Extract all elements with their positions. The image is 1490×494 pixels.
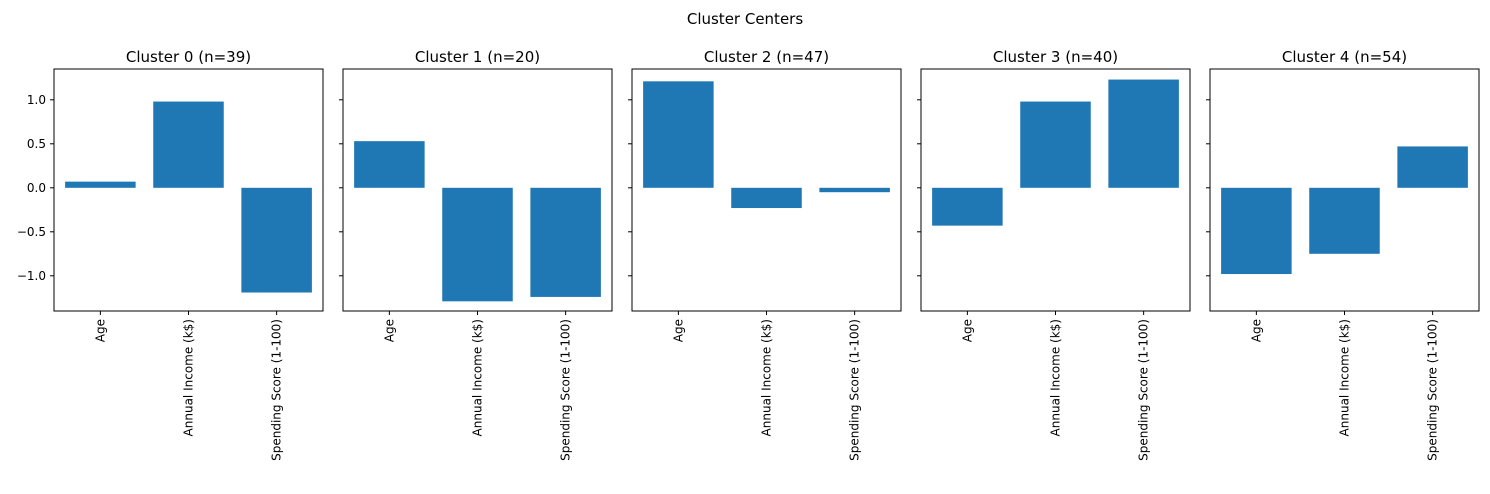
x-tick-label: Spending Score (1-100) [559,319,573,461]
x-tick-label: Annual Income (k$) [1338,319,1352,436]
bar-cluster-1-annual-income-k [442,187,513,302]
bar-cluster-0-age [65,181,136,188]
y-tick-label: 0.0 [27,181,46,195]
x-tick-label: Age [960,319,974,342]
x-tick-label: Age [382,319,396,342]
x-tick-label: Spending Score (1-100) [1137,319,1151,461]
bar-cluster-4-spending-score-1-100 [1397,146,1468,188]
y-tick-label: 1.0 [27,93,46,107]
subplot-cluster-0: −1.0 −0.5 0.0 0.5 1.0 Age Annual Income (k$) Sp… [17,48,324,461]
y-tick-label: −1.0 [17,269,46,283]
subplot-title: Cluster 4 (n=54) [1282,48,1407,66]
bar-cluster-3-annual-income-k [1020,101,1091,188]
bar-cluster-4-annual-income-k [1309,187,1380,254]
figure-suptitle: Cluster Centers [687,10,803,28]
x-tick-label: Annual Income (k$) [760,319,774,436]
bar-cluster-2-age [643,81,714,188]
bar-cluster-1-spending-score-1-100 [530,187,601,297]
bar-cluster-3-spending-score-1-100 [1108,79,1179,188]
x-tick-label: Age [671,319,685,342]
bar-cluster-0-annual-income-k [153,101,224,188]
x-tick-label: Age [1249,319,1263,342]
subplot-title: Cluster 1 (n=20) [415,48,540,66]
subplot-cluster-1: Age Annual Income (k$) Spending Score (1-1… [339,48,613,461]
x-tick-label: Spending Score (1-100) [270,319,284,461]
x-tick-label: Annual Income (k$) [1049,319,1063,436]
bar-cluster-2-spending-score-1-100 [819,187,890,193]
bar-cluster-2-annual-income-k [731,187,802,209]
bar-cluster-4-age [1221,187,1292,275]
bar-cluster-1-age [354,141,425,188]
y-tick-label: 0.5 [27,137,46,151]
bar-cluster-0-spending-score-1-100 [241,187,312,293]
y-tick-label: −0.5 [17,225,46,239]
subplot-cluster-3: Age Annual Income (k$) Spending Score (1-1… [917,48,1191,461]
subplot-title: Cluster 3 (n=40) [993,48,1118,66]
x-tick-label: Annual Income (k$) [471,319,485,436]
subplot-title: Cluster 2 (n=47) [704,48,829,66]
x-tick-label: Annual Income (k$) [182,319,196,436]
x-tick-label: Spending Score (1-100) [1426,319,1440,461]
bar-cluster-3-age [932,187,1003,226]
subplot-cluster-4: Age Annual Income (k$) Spending Score (1-1… [1206,48,1480,461]
subplot-grid: −1.0 −0.5 0.0 0.5 1.0 Age Annual Income (k$) Sp… [17,48,1480,461]
subplot-title: Cluster 0 (n=39) [126,48,251,66]
x-tick-label: Spending Score (1-100) [848,319,862,461]
subplot-cluster-2: Age Annual Income (k$) Spending Score (1-1… [628,48,902,461]
x-tick-label: Age [93,319,107,342]
